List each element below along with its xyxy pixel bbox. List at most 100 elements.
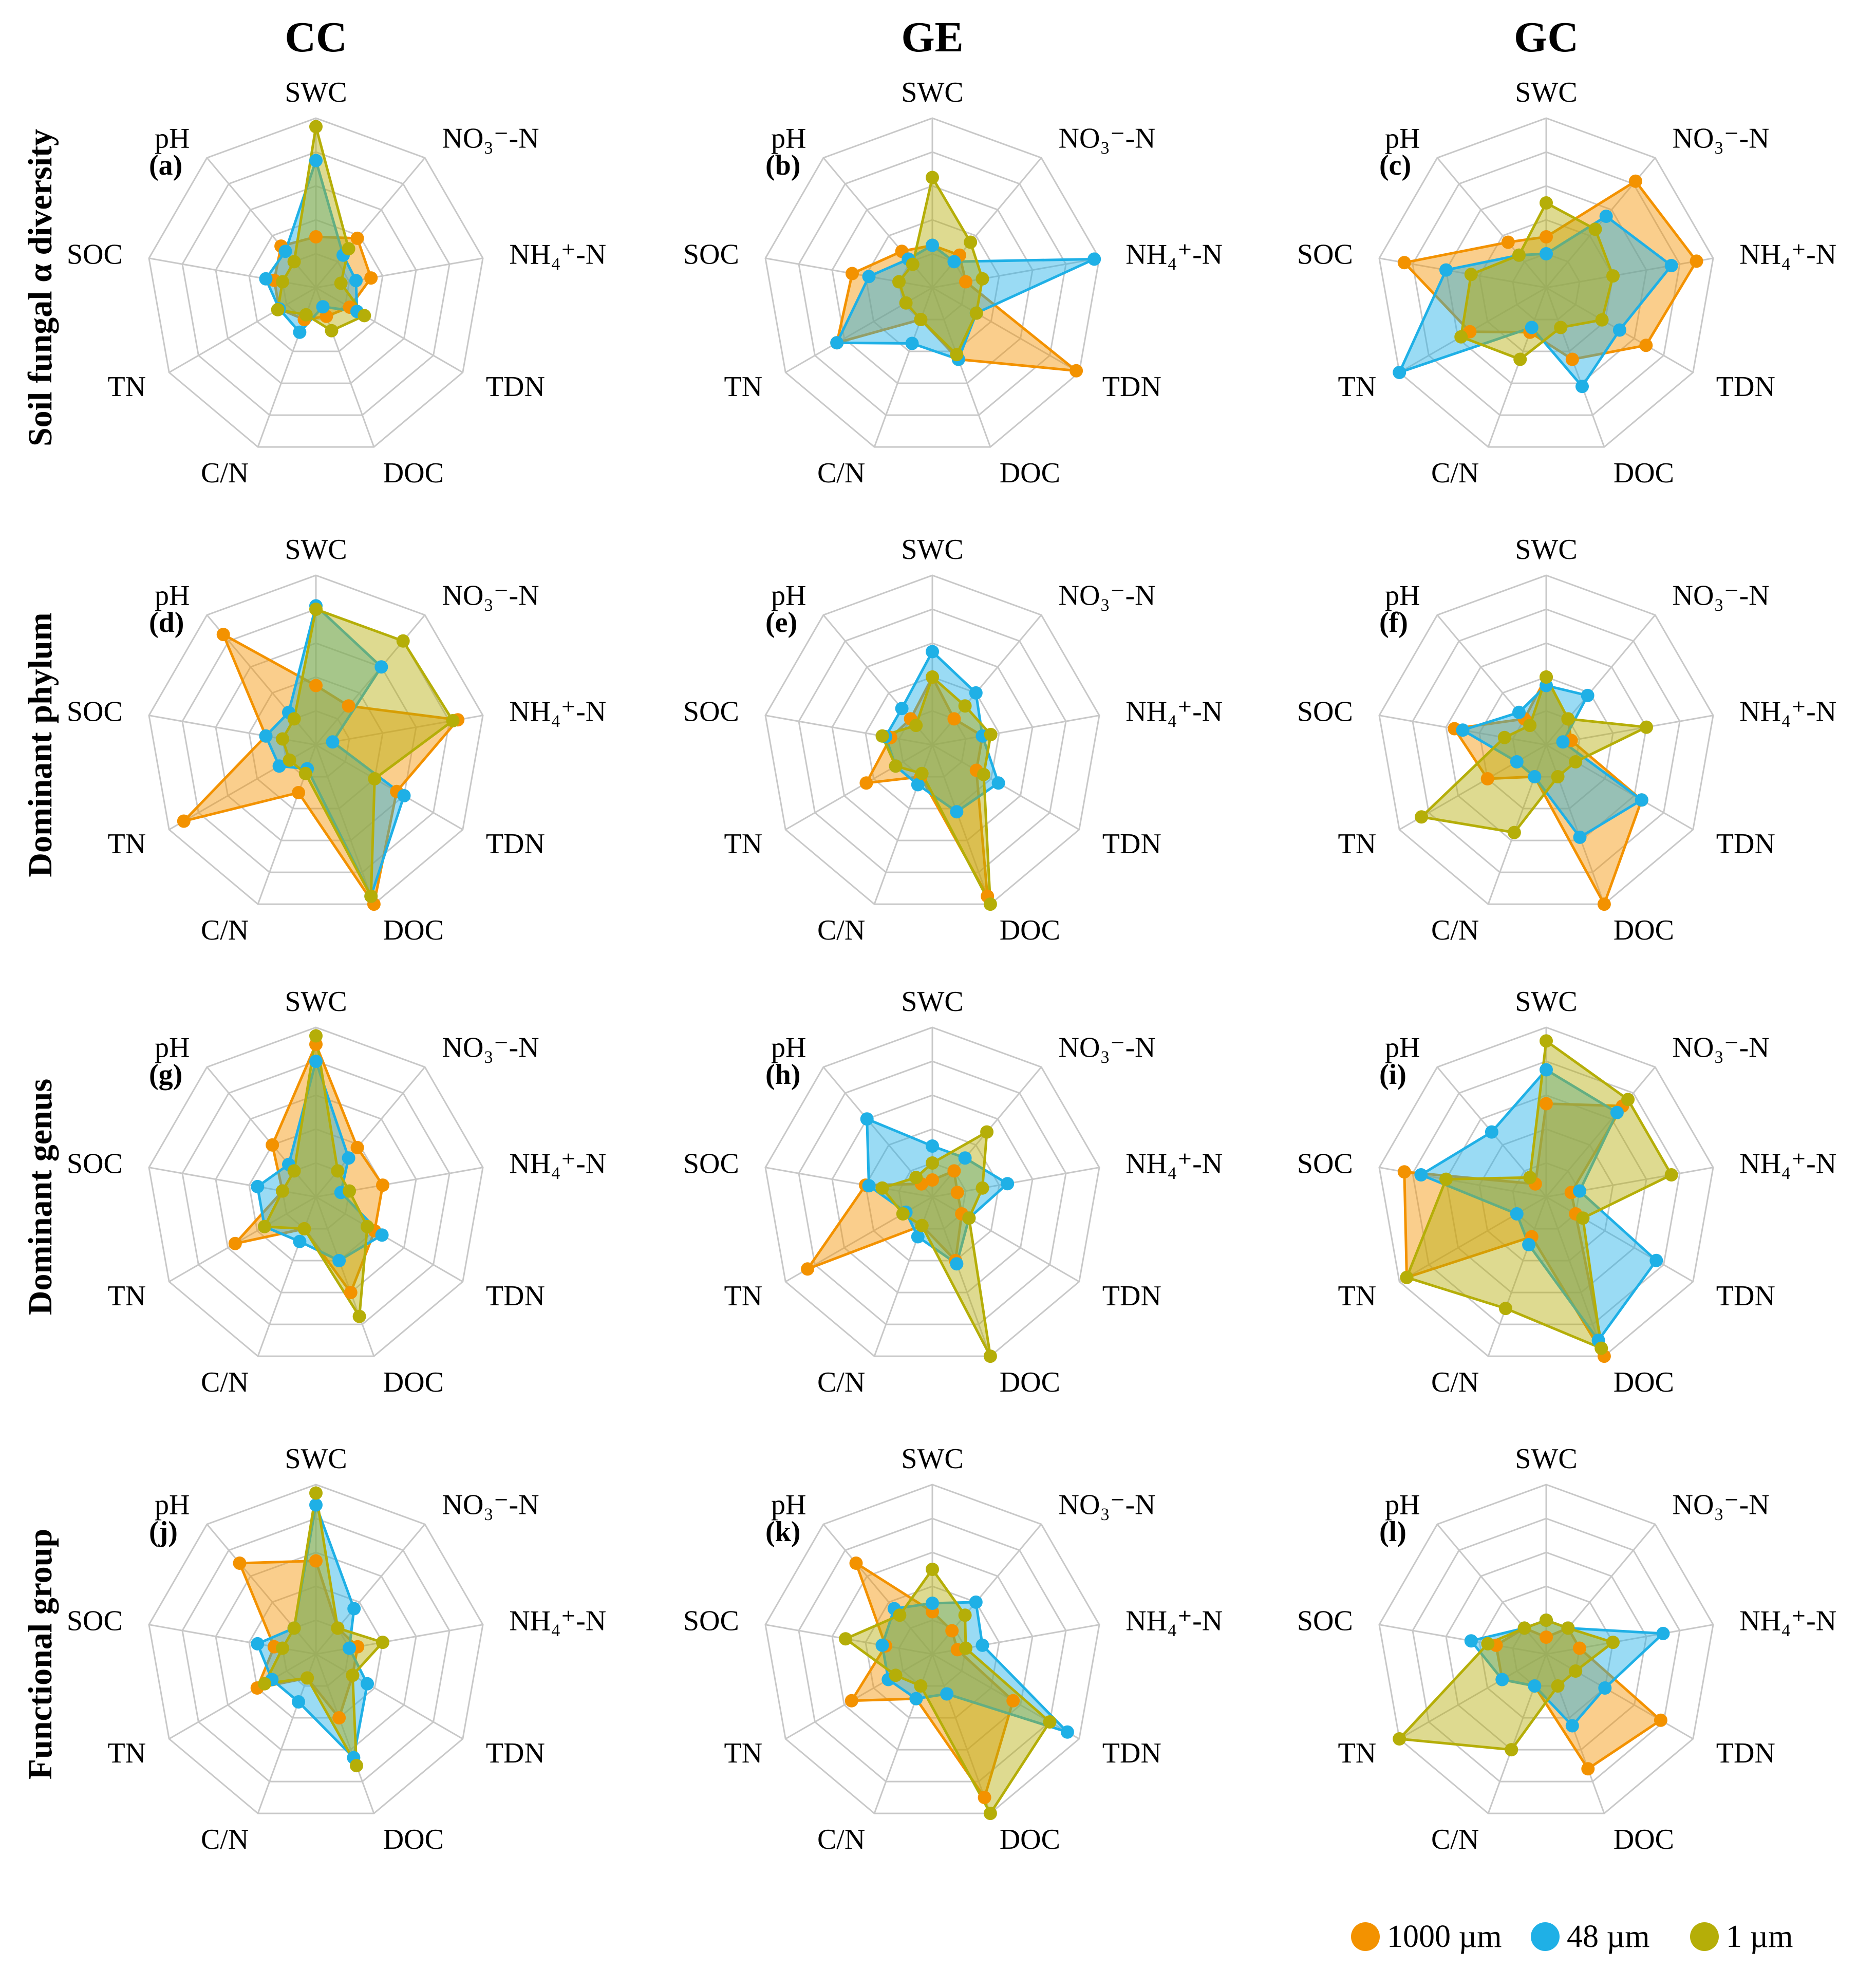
data-point-48-m-soc <box>862 270 876 284</box>
series-area-1-m <box>1398 1619 1615 1751</box>
data-point-48-m-no-n <box>342 1151 355 1165</box>
data-point-1-m-soc <box>1481 1637 1495 1651</box>
data-point-1-m-tdn <box>962 1211 976 1225</box>
data-point-1-m-tn <box>258 1220 271 1233</box>
data-point-1-m-c-n <box>301 1671 314 1685</box>
series-area-1000-m <box>850 1562 1015 1799</box>
data-point-1000-m-tn <box>845 1694 858 1708</box>
legend-swatch <box>1531 1922 1560 1951</box>
data-point-48-m-ph <box>895 702 909 716</box>
data-point-1-m-doc <box>1551 770 1565 783</box>
data-point-1-m-nh-n <box>376 1636 389 1649</box>
grid-spoke <box>932 715 1100 746</box>
data-point-1-m-doc <box>1551 1679 1565 1693</box>
data-point-1000-m-no-n <box>1628 174 1642 188</box>
grid-ring <box>215 1094 417 1293</box>
grid-spoke <box>315 744 375 905</box>
axis-label-no-n: NO₃⁻-N <box>1059 122 1156 154</box>
grid-ring <box>1378 1026 1714 1357</box>
data-point-1000-m-nh-n <box>364 271 378 285</box>
data-point-48-m-doc <box>1573 830 1587 844</box>
grid-spoke <box>1546 257 1714 289</box>
data-point-1-m-nh-n <box>1606 1636 1620 1649</box>
data-point-48-m-soc <box>1414 1168 1428 1182</box>
grid-ring <box>1445 1551 1647 1751</box>
grid-ring <box>898 253 967 321</box>
series-area-1-m <box>881 1131 992 1358</box>
data-point-48-m-c-n <box>905 336 919 350</box>
panel-letter: (j) <box>149 1516 178 1548</box>
data-point-1000-m-tn <box>1480 772 1494 785</box>
legend-swatch <box>1690 1922 1719 1951</box>
data-point-48-m-soc <box>1439 263 1453 277</box>
axis-label-c-n: C/N <box>817 1824 865 1855</box>
axis-label-no-n: NO₃⁻-N <box>1059 1032 1156 1063</box>
data-point-1-m-tn <box>1454 330 1468 344</box>
grid-ring <box>1412 151 1681 416</box>
grid-ring <box>1412 608 1681 873</box>
data-point-1-m-no-n <box>964 235 978 249</box>
data-point-1000-m-ph <box>233 1557 247 1570</box>
axis-label-nh-n: NH₄⁺-N <box>1125 696 1223 728</box>
column-title-cc: CC <box>285 13 347 61</box>
axis-label-ph: pH <box>1385 1032 1420 1063</box>
data-point-48-m-tdn <box>397 789 411 802</box>
grid-ring <box>831 1094 1034 1293</box>
data-point-48-m-swc <box>309 154 323 167</box>
legend-item-1-m: 1 µm <box>1690 1919 1793 1954</box>
grid-ring <box>148 117 484 448</box>
axis-label-ph: pH <box>155 1032 190 1063</box>
data-point-48-m-no-n <box>347 1602 361 1616</box>
data-point-48-m-tdn <box>1598 1681 1612 1695</box>
grid-spoke <box>1436 157 1547 288</box>
data-point-48-m-soc <box>251 1179 265 1193</box>
grid-ring <box>798 151 1067 416</box>
series-area-48-m <box>1419 1068 1658 1342</box>
axis-label-swc: SWC <box>901 77 963 108</box>
data-point-1-m-nh-n <box>959 1641 972 1655</box>
data-point-1000-m-tn <box>801 1262 815 1276</box>
data-point-1000-m-nh-n <box>1573 1641 1586 1655</box>
series-area-48-m <box>866 1117 1009 1265</box>
data-point-48-m-no-n <box>958 1151 972 1165</box>
panel-letter: (b) <box>765 149 800 181</box>
panel-letter: (h) <box>765 1059 800 1091</box>
series-area-1-m <box>1420 676 1648 834</box>
data-point-1-m-tn <box>889 1668 903 1682</box>
radar-panel-b: SWC NO₃⁻-N NH₄⁺-N TDN DOC C/N TN SOC pH(b) <box>683 77 1223 489</box>
grid-ring <box>764 1026 1100 1357</box>
axis-label-tdn: TDN <box>1716 1280 1775 1312</box>
data-point-48-m-doc <box>1575 380 1589 393</box>
data-point-48-m-swc <box>309 1498 323 1512</box>
grid-ring <box>865 676 1000 810</box>
axis-label-doc: DOC <box>1614 1366 1674 1398</box>
data-point-1-m-no-n <box>1561 1621 1575 1635</box>
axis-label-soc: SOC <box>683 1148 739 1180</box>
data-point-1-m-c-n <box>915 1218 929 1232</box>
grid-spoke <box>315 287 463 373</box>
series-area-1-m <box>897 176 984 356</box>
axis-label-doc: DOC <box>383 457 444 489</box>
grid-ring <box>831 185 1034 384</box>
panel-letter: (c) <box>1379 149 1411 181</box>
axis-label-no-n: NO₃⁻-N <box>442 1489 539 1521</box>
radar-panel-j: SWC NO₃⁻-N NH₄⁺-N TDN DOC C/N TN SOC pH(j) <box>67 1443 606 1855</box>
axis-label-c-n: C/N <box>1431 914 1479 946</box>
axis-label-ph: pH <box>771 579 806 611</box>
data-point-48-m-doc <box>332 1254 346 1267</box>
axis-label-nh-n: NH₄⁺-N <box>509 696 606 728</box>
data-point-48-m-tdn <box>991 776 1005 790</box>
axis-label-tn: TN <box>724 1737 763 1769</box>
axis-label-ph: pH <box>1385 579 1420 611</box>
data-point-1-m-c-n <box>914 1679 928 1693</box>
data-point-1-m-doc <box>364 889 378 903</box>
grid-ring <box>1412 1517 1681 1783</box>
series-area-1-m <box>263 1035 369 1318</box>
series-area-1-m <box>1405 1039 1673 1350</box>
grid-spoke <box>315 157 426 288</box>
data-point-1-m-nh-n <box>446 714 460 727</box>
axis-label-tn: TN <box>108 828 146 860</box>
series-area-1000-m <box>182 633 459 906</box>
data-point-1-m-no-n <box>396 634 410 648</box>
